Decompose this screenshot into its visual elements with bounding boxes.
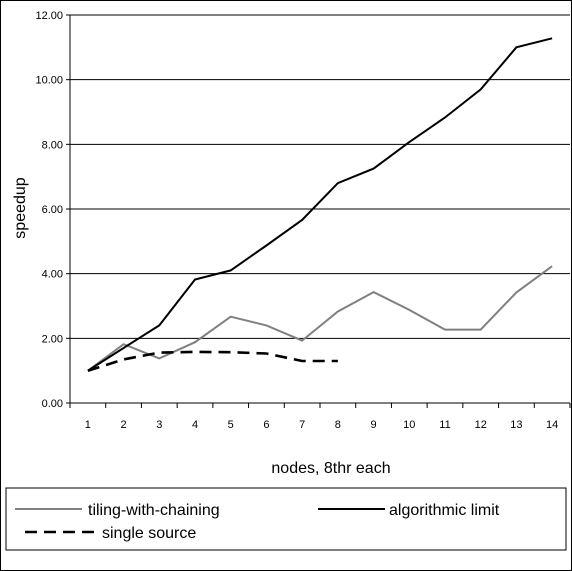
y-tick-label: 6.00 <box>42 204 63 216</box>
x-tick-label: 10 <box>403 419 415 431</box>
legend-label: algorithmic limit <box>389 502 500 519</box>
x-tick-label: 3 <box>156 419 162 431</box>
legend: tiling-with-chaining algorithmic limit sin… <box>5 487 567 551</box>
series-lines <box>87 37 553 372</box>
y-tick-label: 4.00 <box>42 269 63 281</box>
y-tick-label: 8.00 <box>42 139 63 151</box>
x-tick-label: 13 <box>510 419 522 431</box>
x-tick-label: 11 <box>439 419 450 431</box>
x-tick-label: 14 <box>546 419 558 431</box>
series-line-tiling-with-chaining <box>87 265 553 372</box>
y-tick-label: 2.00 <box>42 333 63 345</box>
x-tick-label: 4 <box>192 419 198 431</box>
y-tick-label: 10.00 <box>35 75 63 87</box>
x-tick-label: 5 <box>228 419 234 431</box>
x-tick-label: 12 <box>475 419 487 431</box>
y-axis-label: speedup <box>12 177 29 238</box>
y-tick-label: 12.00 <box>35 10 63 22</box>
series-line-algorithmic-limit <box>87 37 553 372</box>
x-tick-label: 7 <box>299 419 305 431</box>
legend-label: tiling-with-chaining <box>88 502 220 519</box>
x-axis-label: nodes, 8thr each <box>271 460 390 477</box>
x-tick-label: 6 <box>263 419 269 431</box>
legend-label: single source <box>102 525 196 542</box>
x-tick-label: 9 <box>371 419 377 431</box>
gridlines <box>70 14 570 339</box>
x-tick-label: 8 <box>335 419 341 431</box>
legend-box <box>5 487 567 551</box>
x-tick-label: 2 <box>121 419 127 431</box>
series-line-single-source <box>87 350 338 372</box>
x-tick-label: 1 <box>85 419 91 431</box>
y-tick-label: 0.00 <box>42 398 63 410</box>
